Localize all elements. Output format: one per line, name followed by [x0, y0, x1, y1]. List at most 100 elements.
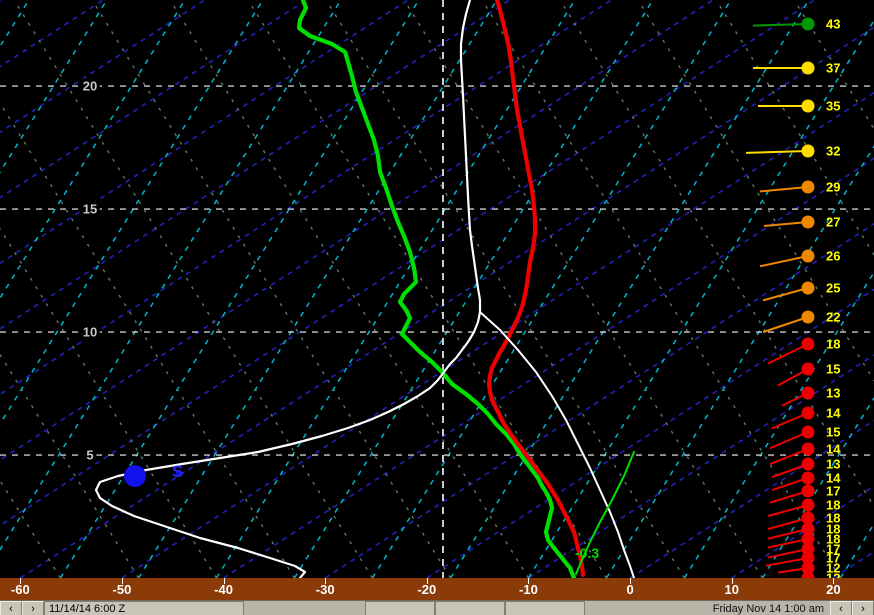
next-day-button[interactable]: ›	[852, 601, 874, 615]
isotherm-line	[0, 0, 816, 527]
wind-barb-line	[767, 528, 809, 540]
altitude-gridlines	[0, 85, 874, 456]
moist-adiabat-line	[325, 0, 686, 578]
wind-barb[interactable]: 13	[771, 455, 874, 479]
wind-speed-label: 13	[826, 456, 841, 472]
temperature-tick-mark	[731, 578, 733, 584]
wind-barb-dot	[801, 471, 815, 485]
wind-barb-dot	[801, 406, 815, 420]
wind-barb-dot	[801, 425, 815, 439]
dry-adiabat-line	[527, 19, 874, 578]
wind-speed-label: 17	[826, 550, 841, 566]
moist-adiabat-line	[91, 0, 452, 578]
wind-speed-label: 17	[826, 483, 841, 499]
wind-barb[interactable]: 15	[777, 360, 874, 387]
skewt-plot-area[interactable]: 5 10 15 20 -0.3 S	[0, 0, 874, 578]
wind-barb-shaft	[767, 548, 809, 559]
toolbar-field-2[interactable]	[365, 601, 436, 615]
wind-barb-dot	[801, 551, 815, 565]
wind-barb-shaft	[752, 23, 809, 27]
temperature-tick-label: 0	[626, 582, 634, 597]
toolbar-field-4[interactable]	[505, 601, 586, 615]
wind-barb-line	[752, 23, 809, 27]
wind-barb-line	[767, 343, 809, 365]
prev-day-button[interactable]: ‹	[830, 601, 852, 615]
dry-adiabat-line	[683, 270, 874, 578]
datetime-field[interactable]: 11/14/14 6:00 Z	[44, 601, 244, 615]
isotherm-line	[121, 91, 874, 578]
wind-barb-dot	[801, 215, 815, 229]
wind-barb-dot	[801, 362, 815, 376]
dry-adiabat-lines	[0, 0, 874, 578]
toolbar-spacer-2	[585, 601, 706, 615]
temperature-tick-label: 20	[826, 582, 841, 597]
wind-barb[interactable]: 18	[767, 509, 874, 530]
wind-barb[interactable]: 12	[777, 559, 874, 577]
wind-barb-dot	[801, 561, 815, 575]
wind-barb[interactable]: 26	[759, 247, 874, 268]
wind-barb[interactable]: 27	[763, 213, 874, 231]
wind-barb[interactable]: 18	[767, 335, 874, 365]
isotherm-line	[0, 0, 511, 330]
wind-barb-line	[759, 186, 809, 193]
wind-barb-column[interactable]: 43 37 35 32 29 27 26 25 22 18 15 13 14 15 14 13 14 17 18 18…	[745, 0, 874, 586]
sounding-trace	[575, 451, 635, 575]
wind-barb-shaft	[759, 255, 809, 268]
wind-barb[interactable]: 32	[745, 142, 874, 160]
wind-barb[interactable]: 18	[767, 520, 874, 540]
bottom-toolbar[interactable]: ‹ › 11/14/14 6:00 Z Friday Nov 14 1:00 a…	[0, 600, 874, 615]
moist-adiabat-line	[0, 101, 296, 578]
wind-barb[interactable]: 15	[769, 423, 874, 450]
temperature-tick-label: -40	[214, 582, 233, 597]
wind-barb[interactable]: 22	[762, 308, 874, 334]
wind-barb[interactable]: 13	[781, 384, 874, 407]
prev-time-button[interactable]: ‹	[0, 601, 22, 615]
wind-barb[interactable]: 18	[767, 530, 874, 549]
wind-speed-label: 14	[826, 405, 841, 421]
isotherm-lines	[0, 0, 874, 578]
temperature-tick-mark	[20, 578, 22, 584]
moist-adiabat-line	[169, 0, 530, 578]
wind-barb-shaft	[758, 105, 808, 107]
temperature-tick-label: -10	[519, 582, 538, 597]
blue-dot-small-marker	[176, 470, 182, 476]
dry-adiabat-line	[59, 0, 420, 578]
wind-speed-label: 12	[826, 560, 841, 576]
next-time-button[interactable]: ›	[22, 601, 44, 615]
wind-barb[interactable]: 14	[771, 469, 874, 492]
wind-barb-dot	[801, 61, 815, 75]
wind-barb[interactable]: 35	[758, 97, 874, 115]
isotherm-line	[324, 222, 874, 578]
sounding-traces	[94, 0, 635, 578]
wind-barb-shaft	[762, 287, 809, 302]
wind-barb[interactable]: 18	[767, 496, 874, 517]
wind-speed-label: 27	[826, 214, 841, 230]
wind-barb-shaft	[767, 538, 809, 549]
wind-barb-line	[759, 255, 809, 268]
wind-barb-line	[765, 557, 809, 567]
wind-barb[interactable]: 17	[765, 549, 874, 567]
wind-barb[interactable]: 25	[762, 279, 874, 302]
wind-barb[interactable]: 29	[759, 178, 874, 196]
wind-barb-shaft	[765, 557, 809, 567]
wind-barb-dot	[801, 498, 815, 512]
temperature-tick-mark	[630, 578, 632, 584]
wind-barb-shaft	[745, 150, 809, 154]
dry-adiabat-line	[0, 0, 342, 552]
moist-adiabat-line	[559, 0, 874, 508]
wind-barb[interactable]: 43	[752, 15, 874, 33]
wind-barb[interactable]: 17	[769, 482, 874, 504]
dry-adiabat-line	[605, 145, 874, 578]
wind-barb-dot	[801, 386, 815, 400]
toolbar-field-3[interactable]	[435, 601, 506, 615]
wind-barb[interactable]: 14	[771, 404, 874, 430]
wind-barb[interactable]: 37	[753, 59, 874, 77]
wind-barb-dot	[801, 99, 815, 113]
local-time-label: Friday Nov 14 1:00 am	[712, 602, 824, 615]
wind-speed-label: 32	[826, 143, 841, 159]
wind-barb[interactable]: 14	[769, 440, 874, 466]
wind-barb-shaft	[753, 67, 808, 69]
wind-speed-label: 18	[826, 336, 841, 352]
wind-barb-dot	[801, 337, 815, 351]
wind-barb-dot	[801, 144, 815, 158]
